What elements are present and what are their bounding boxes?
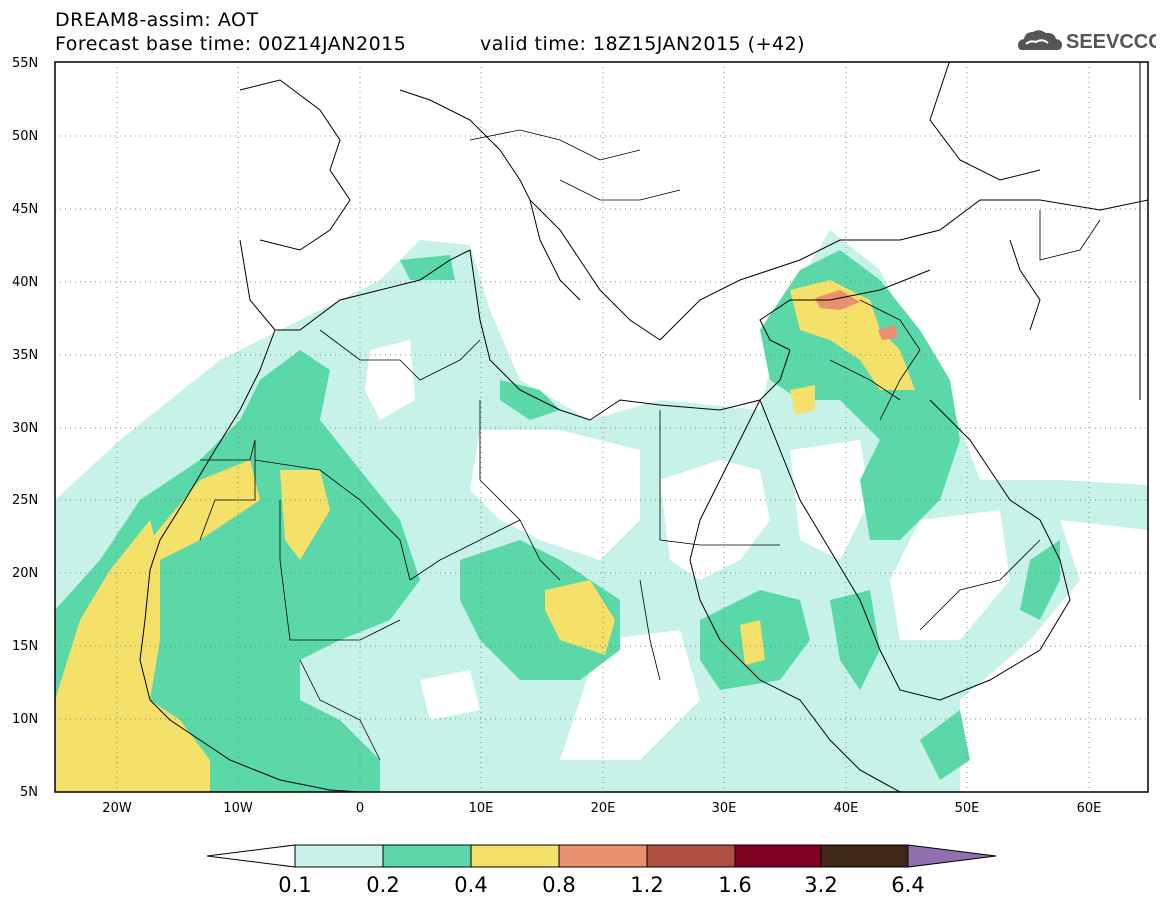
latitude-labels: 55N 50N 45N 40N 35N 30N 25N 20N 15N 10N … [12,56,38,800]
aot-holes [210,340,1010,760]
colorbar-arrow-low [206,844,296,868]
colorbar-segment [646,844,736,868]
lon-label: 50E [955,801,980,816]
logo-text: SEEVCCC [1066,31,1156,53]
colorbar-segment [820,844,909,868]
valid-time: valid time: 18Z15JAN2015 (+42) [480,33,806,55]
lat-label: 55N [12,56,38,71]
colorbar-label: 0.8 [542,873,575,897]
lon-label: 60E [1077,801,1102,816]
map-frame [54,61,1149,793]
lon-label: 0 [356,801,364,816]
lon-label: 10W [223,801,253,816]
colorbar-arrow-high [907,844,997,868]
aot-shading [55,230,1148,792]
lat-label: 35N [12,348,38,363]
colorbar-label: 3.2 [804,873,837,897]
longitude-labels: 20W 10W 0 10E 20E 30E 40E 50E 60E [102,801,1101,816]
coastlines [139,62,1148,792]
aot-level-0.8 [815,290,898,340]
lon-label: 30E [712,801,737,816]
colorbar-label: 0.4 [454,873,487,897]
lat-label: 15N [12,639,38,654]
colorbar-label: 0.1 [278,873,311,897]
lat-label: 40N [12,275,38,290]
borders [199,129,1101,761]
lat-label: 10N [12,712,38,727]
colorbar: 0.1 0.2 0.4 0.8 1.2 1.6 3.2 6.4 [206,844,997,897]
lat-label: 20N [12,566,38,581]
lat-label: 5N [20,785,38,800]
lon-label: 10E [469,801,494,816]
lat-label: 50N [12,129,38,144]
seevccc-logo: SEEVCCC [1016,24,1163,56]
colorbar-segment [558,844,648,868]
colorbar-label: 1.2 [630,873,663,897]
colorbar-label: 1.6 [718,873,751,897]
forecast-base-time: Forecast base time: 00Z14JAN2015 [55,33,407,55]
lon-label: 20E [591,801,616,816]
colorbar-segment [382,844,472,868]
colorbar-segment [734,844,822,868]
lon-label: 40E [834,801,859,816]
cloud-icon: SEEVCCC [1018,30,1163,53]
colorbar-label: 0.2 [366,873,399,897]
colorbar-label: 6.4 [891,873,924,897]
colorbar-segment [294,844,384,868]
lon-label: 20W [102,801,132,816]
colorbar-segment [470,844,560,868]
lat-label: 25N [12,493,38,508]
lat-label: 30N [12,421,38,436]
chart-title: DREAM8-assim: AOT [55,9,259,31]
lat-label: 45N [12,202,38,217]
grid-lines [55,62,1148,792]
